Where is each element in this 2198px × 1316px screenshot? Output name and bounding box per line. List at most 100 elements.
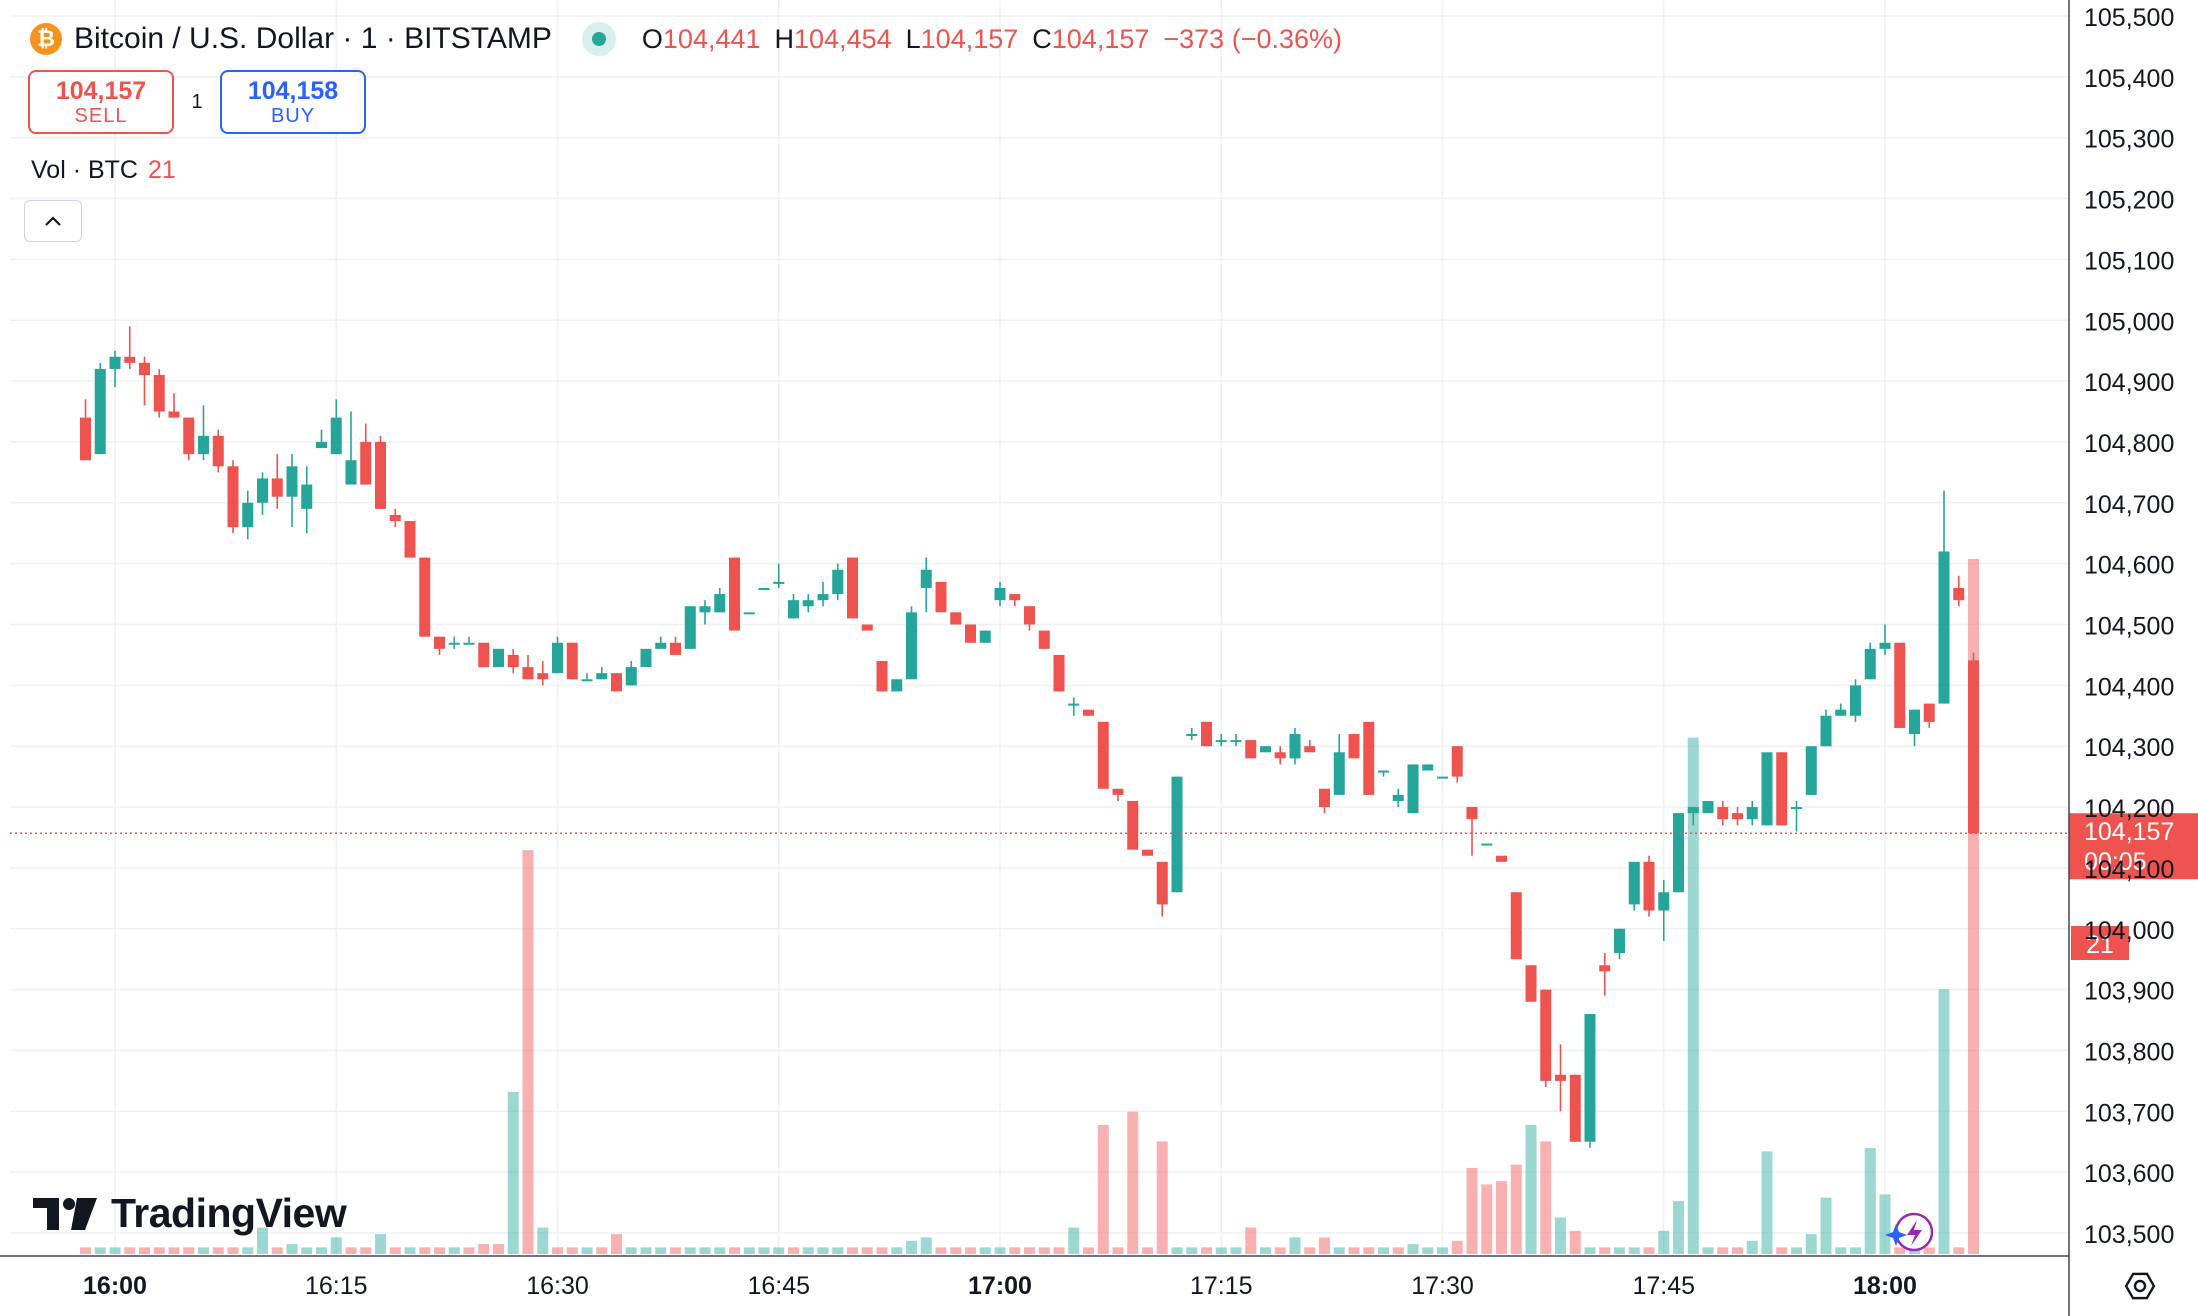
candle [242, 490, 254, 540]
candle-body [994, 587, 1006, 601]
candle [1392, 788, 1404, 808]
candle-body [758, 587, 770, 590]
candle [139, 356, 150, 406]
volume-bar [1407, 1244, 1419, 1254]
volume-bar [212, 1247, 224, 1254]
y-tick-label: 104,300 [2084, 734, 2174, 762]
y-tick-label: 103,500 [2084, 1221, 2174, 1249]
candle [611, 673, 622, 692]
x-tick-label: 17:00 [968, 1272, 1032, 1300]
candle-body [1717, 807, 1729, 820]
candle-body [1687, 807, 1699, 814]
volume-bar [360, 1247, 372, 1254]
candle [1835, 703, 1847, 716]
y-tick-label: 103,600 [2084, 1160, 2174, 1188]
last-price-countdown: 00:05 [2084, 848, 2147, 876]
candle-body [861, 624, 873, 631]
candle-body [1746, 807, 1758, 820]
candle-body [1407, 764, 1419, 814]
y-tick-label: 103,700 [2084, 1099, 2174, 1127]
candle-body [1850, 685, 1861, 716]
volume-legend[interactable]: Vol · BTC 21 [31, 156, 176, 185]
candle-body [1068, 703, 1080, 706]
buy-button[interactable]: 104,158 BUY [220, 70, 366, 134]
volume-bar [1894, 1247, 1906, 1254]
candle-body [1584, 1013, 1596, 1142]
volume-bar [419, 1247, 431, 1254]
candle-body [1024, 606, 1035, 625]
candle-body [935, 581, 947, 613]
volume-bar [1230, 1247, 1242, 1254]
candle [1201, 721, 1212, 747]
candle-body [1422, 764, 1434, 771]
symbol-header: ₿ Bitcoin / U.S. Dollar · 1 · BITSTAMP O… [30, 18, 1342, 60]
last-volume-value: 21 [2086, 931, 2114, 959]
candle [1333, 734, 1345, 795]
volume-bar [389, 1247, 401, 1254]
volume-bar [1274, 1247, 1286, 1254]
candle [80, 399, 91, 461]
volume-bar [714, 1247, 726, 1254]
candle [1953, 575, 1965, 607]
candle [640, 648, 652, 668]
candle [684, 606, 696, 649]
candle [1378, 770, 1389, 777]
candle-body [1805, 746, 1817, 795]
volume-bar [1496, 1181, 1507, 1254]
candle [301, 466, 313, 534]
volume-bar [1201, 1247, 1212, 1254]
volume-bar [1186, 1247, 1198, 1254]
lightning-icon[interactable] [1885, 1212, 1934, 1252]
y-tick-label: 104,000 [2084, 917, 2174, 945]
volume-bar [1732, 1247, 1743, 1254]
candle-body [1451, 746, 1463, 777]
candle [1805, 746, 1817, 795]
candle-body [655, 642, 667, 649]
symbol-title[interactable]: Bitcoin / U.S. Dollar · 1 · BITSTAMP [74, 22, 552, 55]
market-status-icon[interactable] [581, 22, 616, 56]
candle [463, 636, 475, 645]
candle [1097, 721, 1109, 789]
candle-body [1835, 709, 1847, 716]
y-tick-label: 104,600 [2084, 552, 2174, 580]
candle [198, 405, 209, 461]
volume-bar [891, 1247, 903, 1254]
sell-button[interactable]: 104,157 SELL [28, 70, 174, 134]
candle [1245, 740, 1257, 759]
candle-body [729, 557, 740, 631]
tradingview-logo[interactable]: TradingView [33, 1190, 347, 1237]
volume-bar [124, 1247, 136, 1254]
y-tick-label: 103,900 [2084, 978, 2174, 1006]
candle [1761, 752, 1773, 826]
candle [94, 362, 106, 455]
candle [1555, 1044, 1566, 1112]
volume-bar [1348, 1247, 1360, 1254]
collapse-legend-button[interactable] [24, 200, 82, 242]
spread-value: 1 [191, 90, 203, 113]
x-tick-label: 17:45 [1632, 1272, 1695, 1300]
candle-body [1510, 892, 1522, 960]
candle-body [1127, 800, 1139, 850]
volume-bar [743, 1247, 755, 1254]
candle [1186, 727, 1198, 741]
volume-bar [227, 1247, 239, 1254]
candle-body [1348, 734, 1360, 759]
candle [1481, 843, 1493, 846]
volume-bar [316, 1247, 327, 1254]
volume-bar [1142, 1247, 1153, 1254]
candle-body [1437, 776, 1448, 779]
y-tick-label: 105,300 [2084, 126, 2174, 154]
candle [1968, 652, 1979, 834]
sparkle-icon [1885, 1224, 1907, 1246]
volume-bar [1363, 1247, 1375, 1254]
candle-body [404, 521, 416, 558]
candle [714, 587, 726, 613]
chart-settings-icon[interactable] [2122, 1268, 2158, 1304]
candle [507, 648, 519, 674]
candle-body [109, 356, 121, 369]
candle-body [1186, 734, 1198, 737]
volume-bar [1923, 1247, 1935, 1254]
volume-bar [847, 1247, 858, 1254]
candle [847, 557, 858, 619]
